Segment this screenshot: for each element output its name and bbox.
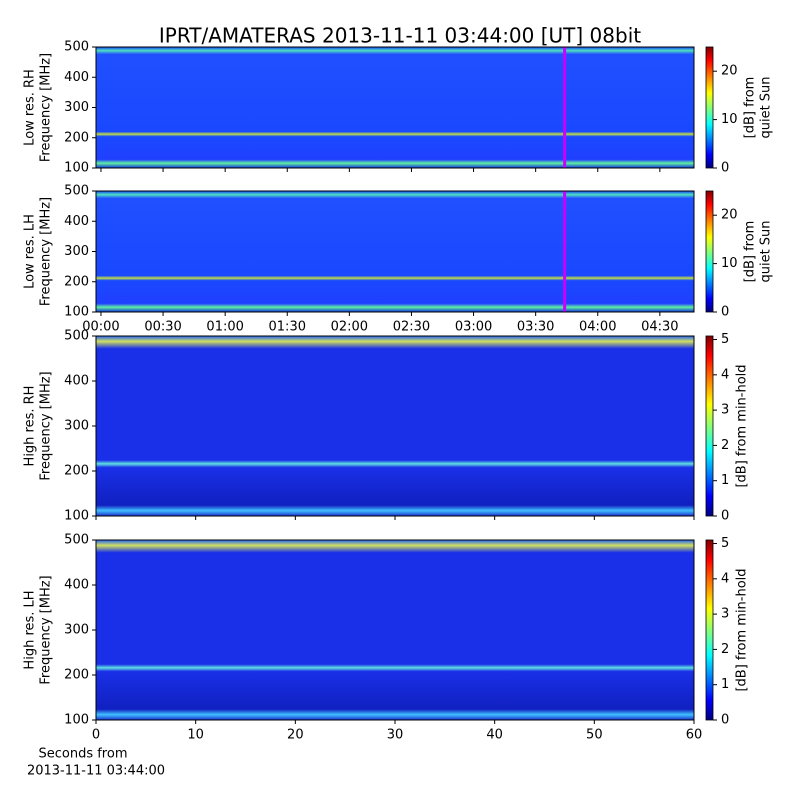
y-tick-label: 100 (64, 509, 89, 524)
colorbar-tick-label: 1 (721, 677, 729, 692)
x-axis-label: 2013-11-11 03:44:00 (27, 764, 165, 779)
y-tick-label: 100 (64, 305, 89, 320)
colorbar-tick-label: 20 (721, 64, 738, 79)
colorbar-label: [dB] from min-hold (735, 364, 750, 487)
x-tick-label: 0 (92, 728, 100, 743)
x-tick-label: 04:30 (641, 320, 678, 335)
x-tick-label: 03:00 (455, 320, 492, 335)
y-tick-label: 300 (64, 419, 89, 434)
x-tick-label: 50 (586, 728, 603, 743)
x-tick-label: 01:00 (206, 320, 243, 335)
chart-title: IPRT/AMATERAS 2013-11-11 03:44:00 [UT] 0… (159, 24, 641, 48)
y-tick-label: 300 (64, 100, 89, 115)
y-axis-label: High res. RH (23, 386, 38, 467)
y-axis-label: Frequency [MHz] (39, 197, 54, 306)
spectrogram (96, 540, 694, 720)
colorbar-tick-label: 20 (721, 208, 738, 223)
colorbar-tick-label: 10 (721, 256, 738, 271)
colorbar-tick-label: 4 (721, 571, 729, 586)
x-tick-label: 20 (287, 728, 304, 743)
x-tick-label: 10 (187, 728, 204, 743)
colorbar-tick-label: 3 (721, 403, 729, 418)
spectrogram (96, 191, 694, 312)
colorbar-tick-label: 2 (721, 642, 729, 657)
colorbar (705, 46, 714, 169)
y-tick-label: 400 (64, 578, 89, 593)
y-tick-label: 200 (64, 130, 89, 145)
y-tick-label: 300 (64, 244, 89, 259)
y-tick-label: 500 (64, 40, 89, 55)
x-tick-label: 40 (486, 728, 503, 743)
y-tick-label: 400 (64, 374, 89, 389)
y-tick-label: 100 (64, 161, 89, 176)
colorbar-tick-label: 5 (721, 332, 729, 347)
colorbar-tick-label: 0 (721, 713, 729, 728)
y-axis-label: Frequency [MHz] (39, 53, 54, 162)
y-tick-label: 200 (64, 464, 89, 479)
y-axis-label: Low res. LH (23, 214, 38, 289)
colorbar-tick-label: 2 (721, 438, 729, 453)
x-tick-label: 02:00 (331, 320, 368, 335)
x-tick-label: 00:00 (82, 320, 119, 335)
colorbar-tick-label: 0 (721, 509, 729, 524)
x-tick-label: 00:30 (144, 320, 181, 335)
colorbar-tick-label: 4 (721, 367, 729, 382)
x-tick-label: 02:30 (393, 320, 430, 335)
colorbar-label: [dB] from (743, 221, 758, 283)
x-tick-label: 01:30 (269, 320, 306, 335)
colorbar (705, 539, 714, 721)
y-axis-label: Low res. RH (23, 69, 38, 146)
y-tick-label: 200 (64, 274, 89, 289)
spectrogram (96, 336, 694, 516)
colorbar-tick-label: 3 (721, 607, 729, 622)
colorbar (705, 190, 714, 313)
y-axis-label: Frequency [MHz] (39, 371, 54, 480)
colorbar-tick-label: 10 (721, 112, 738, 127)
x-tick-label: 60 (686, 728, 703, 743)
y-tick-label: 400 (64, 70, 89, 85)
y-tick-label: 500 (64, 184, 89, 199)
colorbar-label: quiet Sun (759, 76, 774, 138)
y-tick-label: 200 (64, 668, 89, 683)
colorbar-tick-label: 1 (721, 473, 729, 488)
colorbar-tick-label: 5 (721, 536, 729, 551)
y-tick-label: 100 (64, 713, 89, 728)
y-axis-label: Frequency [MHz] (39, 575, 54, 684)
y-tick-label: 500 (64, 533, 89, 548)
x-tick-label: 30 (387, 728, 404, 743)
colorbar-label: [dB] from min-hold (735, 568, 750, 691)
x-tick-label: 04:00 (579, 320, 616, 335)
colorbar-tick-label: 0 (721, 305, 729, 320)
colorbar-label: quiet Sun (759, 220, 774, 282)
y-tick-label: 500 (64, 329, 89, 344)
y-tick-label: 300 (64, 623, 89, 638)
colorbar-tick-label: 0 (721, 161, 729, 176)
colorbar (705, 335, 714, 517)
x-tick-label: 03:30 (517, 320, 554, 335)
colorbar-label: [dB] from (743, 77, 758, 139)
y-axis-label: High res. LH (23, 590, 38, 669)
x-axis-label: Seconds from (38, 747, 127, 762)
y-tick-label: 400 (64, 214, 89, 229)
spectrogram (96, 47, 694, 168)
